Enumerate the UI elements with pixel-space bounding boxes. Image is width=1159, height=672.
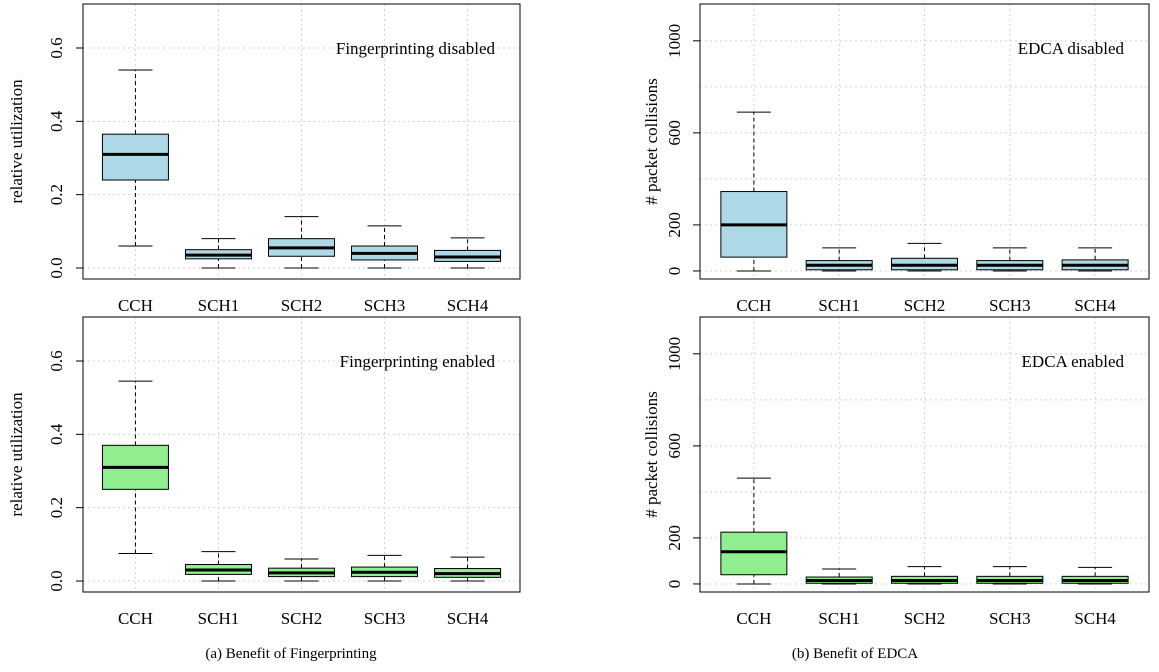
panel-fingerprinting-enabled: CCH SCH1 SCH2 SCH3 SCH4 0.0 0.2 0.4 0.6 relative … bbox=[7, 316, 521, 628]
x-tick-label-sch4: SCH4 bbox=[447, 609, 489, 628]
y-tick-label: 0.0 bbox=[47, 257, 66, 278]
x-tick-label-sch3: SCH3 bbox=[364, 296, 406, 315]
x-tick-label-sch2: SCH2 bbox=[904, 296, 946, 315]
x-tick-label-cch: CCH bbox=[736, 609, 771, 628]
y-tick-label: 0.0 bbox=[47, 570, 66, 591]
y-tick-label: 0 bbox=[665, 580, 684, 589]
y-axis-title: # packet collisions bbox=[642, 78, 661, 205]
y-tick-label: 600 bbox=[665, 120, 684, 146]
x-tick-label-cch: CCH bbox=[118, 609, 153, 628]
x-tick-label-sch4: SCH4 bbox=[1074, 609, 1116, 628]
y-tick-label: 0.2 bbox=[47, 184, 66, 205]
plot-frame bbox=[82, 3, 521, 280]
y-tick-label: 1000 bbox=[665, 24, 684, 58]
x-tick-label-sch2: SCH2 bbox=[281, 609, 323, 628]
panel-fingerprinting-disabled: CCH SCH1 SCH2 SCH3 SCH4 0.0 0.2 0.4 0.6 relative … bbox=[7, 3, 521, 315]
y-tick-label: 200 bbox=[665, 525, 684, 551]
plot-frame bbox=[699, 316, 1150, 593]
y-tick-label: 0.4 bbox=[47, 110, 66, 132]
y-tick-label: 0 bbox=[665, 267, 684, 276]
panel-annotation: Fingerprinting disabled bbox=[336, 39, 496, 58]
x-tick-label-sch3: SCH3 bbox=[989, 296, 1031, 315]
x-tick-label-sch4: SCH4 bbox=[447, 296, 489, 315]
y-tick-label: 1000 bbox=[665, 337, 684, 371]
x-tick-label-sch4: SCH4 bbox=[1074, 296, 1116, 315]
panel-edca-disabled: CCH SCH1 SCH2 SCH3 SCH4 0 200 600 1000 # packet c… bbox=[642, 3, 1150, 315]
x-tick-label-sch2: SCH2 bbox=[904, 609, 946, 628]
plot-frame bbox=[82, 316, 521, 593]
caption-right: (b) Benefit of EDCA bbox=[792, 646, 918, 662]
x-tick-label-sch3: SCH3 bbox=[364, 609, 406, 628]
panel-annotation: EDCA enabled bbox=[1022, 352, 1125, 371]
x-tick-label-sch2: SCH2 bbox=[281, 296, 323, 315]
y-tick-label: 0.2 bbox=[47, 497, 66, 518]
box-cch bbox=[101, 133, 169, 181]
x-tick-label-sch1: SCH1 bbox=[198, 609, 240, 628]
y-tick-label: 0.6 bbox=[47, 350, 66, 371]
box-cch bbox=[720, 531, 788, 576]
y-tick-label: 0.6 bbox=[47, 37, 66, 58]
y-tick-label: 600 bbox=[665, 433, 684, 459]
x-tick-label-cch: CCH bbox=[736, 296, 771, 315]
x-tick-label-sch1: SCH1 bbox=[818, 296, 860, 315]
x-tick-label-sch1: SCH1 bbox=[198, 296, 240, 315]
panel-annotation: Fingerprinting enabled bbox=[340, 352, 496, 371]
x-tick-label-sch3: SCH3 bbox=[989, 609, 1031, 628]
y-axis-title: relative utilization bbox=[7, 79, 26, 204]
panel-annotation: EDCA disabled bbox=[1018, 39, 1125, 58]
plot-frame bbox=[699, 3, 1150, 280]
y-tick-label: 200 bbox=[665, 212, 684, 238]
caption-left: (a) Benefit of Fingerprinting bbox=[205, 646, 377, 662]
y-axis-title: relative utilization bbox=[7, 392, 26, 517]
y-axis-title: # packet collisions bbox=[642, 391, 661, 518]
x-tick-label-cch: CCH bbox=[118, 296, 153, 315]
y-tick-label: 0.4 bbox=[47, 423, 66, 445]
x-tick-label-sch1: SCH1 bbox=[818, 609, 860, 628]
panel-edca-enabled: CCH SCH1 SCH2 SCH3 SCH4 0 200 600 1000 # packet c… bbox=[642, 316, 1150, 628]
